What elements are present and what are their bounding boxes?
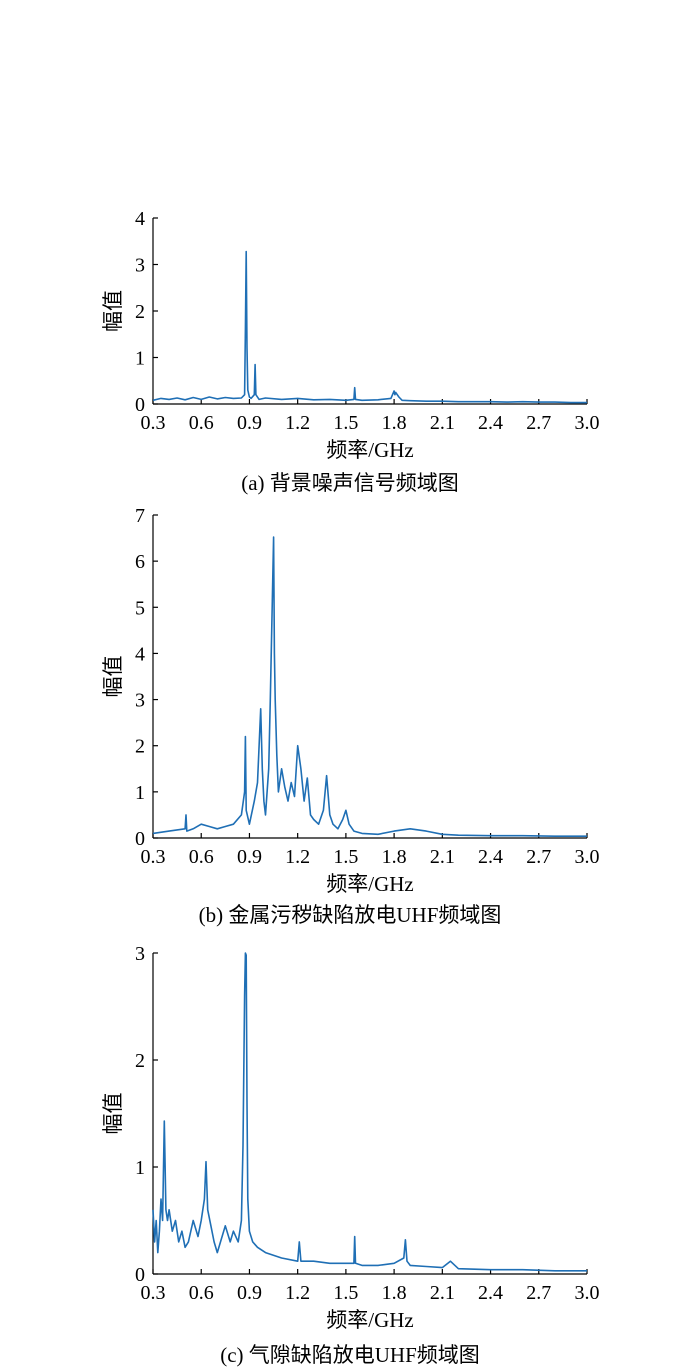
y-tick-label: 4 — [135, 643, 145, 665]
x-tick-label: 0.9 — [237, 412, 262, 434]
x-tick-label: 0.9 — [237, 846, 262, 868]
spectrum-line — [152, 952, 587, 1272]
y-tick-label: 1 — [135, 782, 145, 804]
x-tick-label: 0.3 — [141, 846, 166, 868]
x-tick-label: 0.9 — [237, 1282, 262, 1304]
x-tick-label: 2.1 — [430, 412, 455, 434]
x-tick-label: 2.1 — [430, 1282, 455, 1304]
y-tick-label: 3 — [135, 255, 145, 277]
y-tick-label: 1 — [135, 348, 145, 370]
y-axis-title: 幅值 — [101, 656, 125, 698]
x-tick-label: 0.3 — [141, 412, 166, 434]
x-tick-label: 2.4 — [478, 412, 503, 434]
y-tick-label: 0 — [135, 828, 145, 850]
y-tick-label: 5 — [135, 597, 145, 619]
y-tick-label: 0 — [135, 394, 145, 416]
x-tick-label: 2.1 — [430, 846, 455, 868]
chart-panel-c: 0 1 2 3 0.3 0.6 0.9 1.2 1.5 1.8 2.1 2.4 2.7 3.0 频率/GHz… — [101, 943, 600, 1367]
x-tick-label: 1.2 — [285, 846, 310, 868]
x-axis-title: 频率/GHz — [326, 1308, 414, 1332]
x-axis-title: 频率/GHz — [326, 438, 414, 462]
x-tick-label: 3.0 — [575, 412, 600, 434]
figure-caption: (a) 背景噪声信号频域图 — [241, 471, 459, 495]
y-axis-title: 幅值 — [101, 290, 125, 332]
chart-panel-b: 0 1 2 3 4 5 6 7 0.3 0.6 0.9 1.2 1.5 1.8 2.1 2.4 2.7 3.0 频率… — [101, 505, 600, 927]
y-tick-label: 2 — [135, 301, 145, 323]
figure-caption: (c) 气隙缺陷放电UHF频域图 — [220, 1343, 480, 1367]
x-tick-label: 1.5 — [333, 412, 358, 434]
y-tick-label: 2 — [135, 736, 145, 758]
x-tick-label: 0.6 — [189, 846, 214, 868]
y-tick-label: 4 — [135, 208, 145, 230]
x-tick-label: 3.0 — [575, 1282, 600, 1304]
x-tick-label: 2.7 — [526, 846, 551, 868]
y-tick-label: 0 — [135, 1264, 145, 1286]
x-tick-label: 1.8 — [382, 1282, 407, 1304]
y-tick-label: 3 — [135, 690, 145, 712]
x-tick-label: 1.8 — [382, 412, 407, 434]
x-tick-label: 0.3 — [141, 1282, 166, 1304]
y-axis-title: 幅值 — [101, 1093, 125, 1135]
x-tick-label: 2.4 — [478, 846, 503, 868]
y-tick-label: 1 — [135, 1157, 145, 1179]
y-tick-label: 2 — [135, 1050, 145, 1072]
x-axis-title: 频率/GHz — [326, 872, 414, 896]
y-tick-label: 6 — [135, 551, 145, 573]
x-tick-label: 2.7 — [526, 412, 551, 434]
x-tick-label: 0.6 — [189, 412, 214, 434]
spectrum-line — [152, 250, 587, 404]
y-tick-label: 3 — [135, 943, 145, 965]
x-tick-label: 1.5 — [333, 846, 358, 868]
x-tick-label: 0.6 — [189, 1282, 214, 1304]
x-tick-label: 2.7 — [526, 1282, 551, 1304]
spectrum-line — [152, 536, 587, 838]
x-tick-label: 1.2 — [285, 412, 310, 434]
x-tick-label: 2.4 — [478, 1282, 503, 1304]
chart-panel-a: 0 1 2 3 4 0.3 0.6 0.9 1.2 1.5 1.8 2.1 2.4 2.7 3.0 频率/GH… — [101, 208, 600, 495]
y-tick-label: 7 — [135, 505, 145, 527]
x-tick-label: 1.8 — [382, 846, 407, 868]
figure-caption: (b) 金属污秽缺陷放电UHF频域图 — [199, 903, 502, 927]
x-tick-label: 3.0 — [575, 846, 600, 868]
x-tick-label: 1.2 — [285, 1282, 310, 1304]
x-tick-label: 1.5 — [333, 1282, 358, 1304]
